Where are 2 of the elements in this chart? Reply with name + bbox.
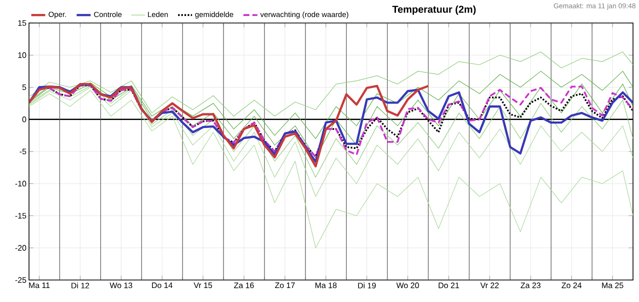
line-series [29, 82, 430, 168]
chart-title: Temperatuur (2m) [392, 6, 476, 15]
